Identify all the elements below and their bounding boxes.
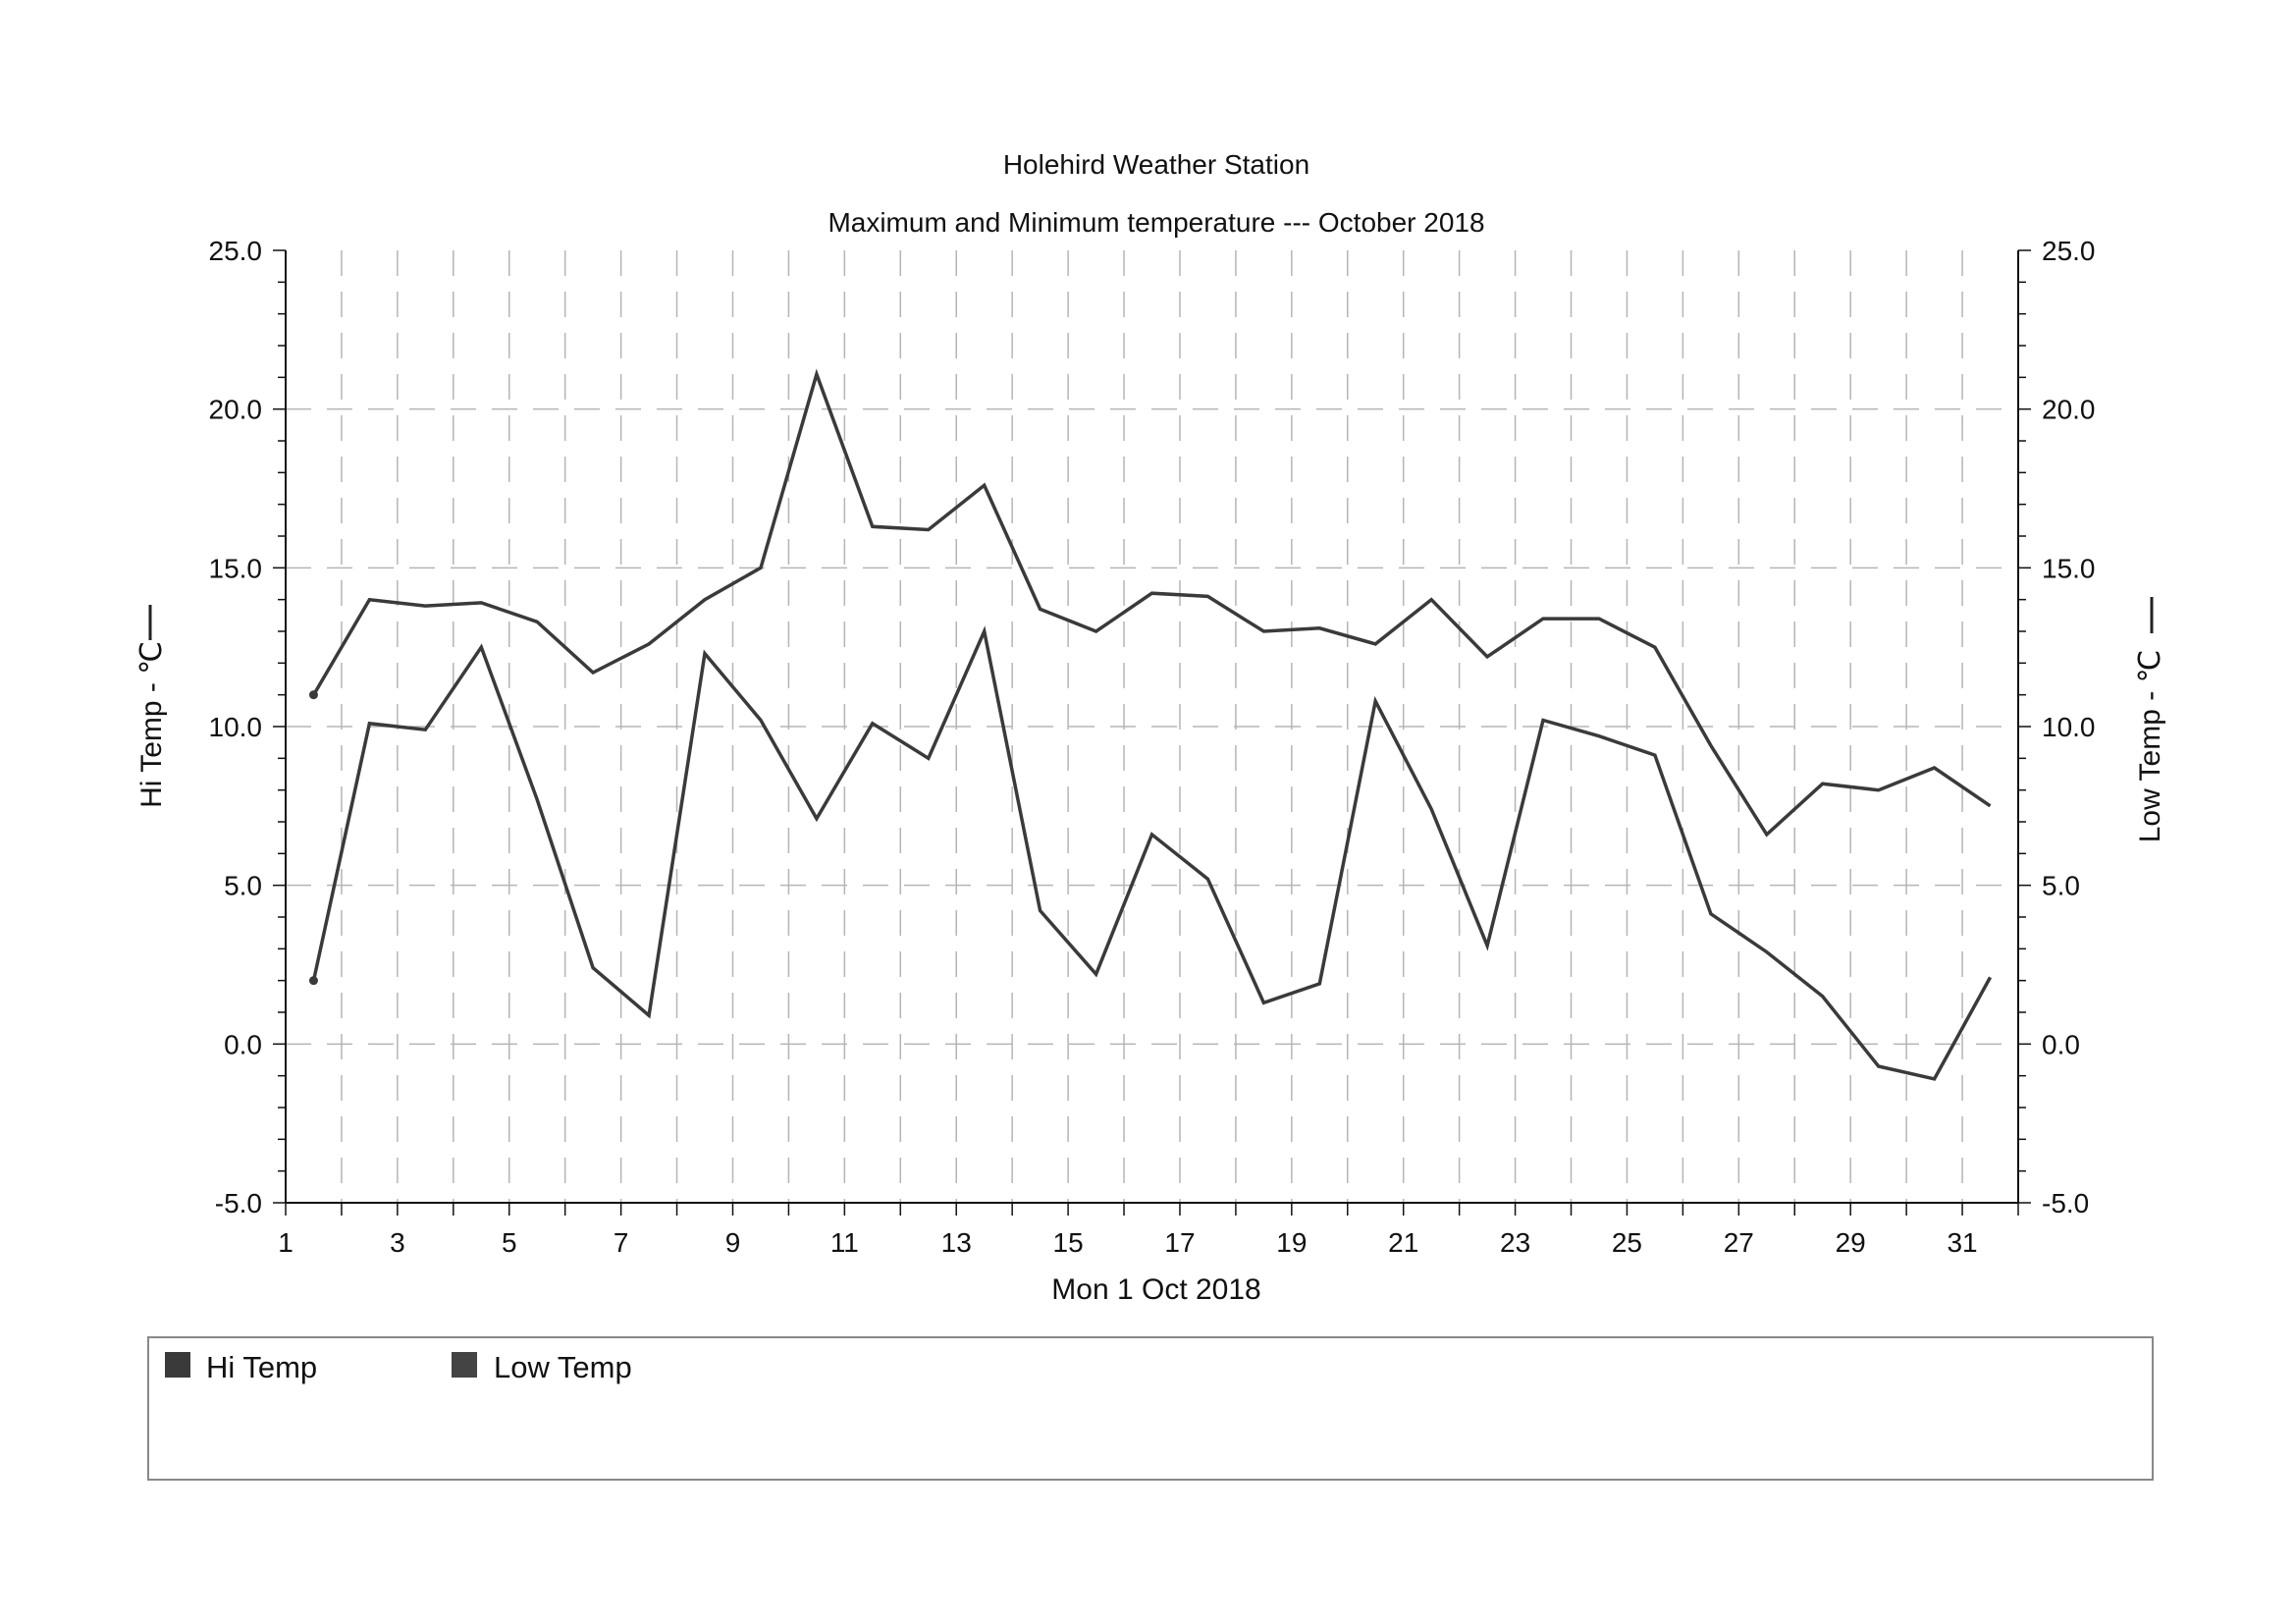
x-tick-label: 5 <box>502 1227 517 1258</box>
x-tick-label: 17 <box>1164 1227 1195 1258</box>
y-tick-label-left: 20.0 <box>209 395 263 425</box>
y-tick-label-left: 10.0 <box>209 712 263 742</box>
series-lines <box>308 368 1993 1081</box>
y-tick-label-right: 20.0 <box>2042 395 2096 425</box>
x-tick-label: 31 <box>1947 1227 1977 1258</box>
legend-label-low-temp: Low Temp <box>494 1350 632 1384</box>
chart-subtitle: Maximum and Minimum temperature --- Octo… <box>828 207 1484 238</box>
y-tick-label-right: -5.0 <box>2042 1188 2089 1218</box>
series-line-hi-temp <box>311 368 1992 838</box>
y-tick-label-right: 25.0 <box>2042 236 2096 266</box>
x-tick-label: 13 <box>941 1227 972 1258</box>
series-line-low-temp <box>311 625 1993 1081</box>
grid <box>286 250 2018 1203</box>
y-axis-left-title: Hi Temp - ℃ <box>135 641 168 808</box>
tick-labels: 25.0 25.020.0 20.015.0 15.010.0 10.05.0 5.00.… <box>209 236 2096 1258</box>
x-tick-label: 3 <box>390 1227 405 1258</box>
x-tick-label: 29 <box>1836 1227 1866 1258</box>
chart-title: Holehird Weather Station <box>1003 149 1309 180</box>
y-tick-label-left: 5.0 <box>224 871 262 901</box>
x-tick-label: 19 <box>1276 1227 1307 1258</box>
x-tick-label: 1 <box>278 1227 294 1258</box>
x-tick-label: 23 <box>1500 1227 1530 1258</box>
y-axis-right-title: Low Temp - ℃ <box>2134 650 2166 843</box>
x-tick-label: 27 <box>1724 1227 1754 1258</box>
x-tick-label: 15 <box>1053 1227 1084 1258</box>
series-start-marker-hi-temp <box>308 690 318 700</box>
x-tick-label: 25 <box>1612 1227 1642 1258</box>
y-axis-left-title-group: Hi Temp - ℃ <box>135 641 168 808</box>
series-start-marker-low-temp <box>308 976 318 986</box>
x-tick-label: 21 <box>1388 1227 1418 1258</box>
y-tick-label-left: 15.0 <box>209 553 263 583</box>
tick-marks <box>273 249 2031 1216</box>
x-tick-label: 9 <box>725 1227 741 1258</box>
y-tick-label-left: 0.0 <box>224 1029 262 1059</box>
legend-box <box>147 1336 2154 1481</box>
x-axis-title: Mon 1 Oct 2018 <box>1051 1273 1260 1306</box>
x-tick-label: 7 <box>614 1227 629 1258</box>
y-tick-label-left: 25.0 <box>209 236 263 266</box>
y-tick-label-right: 0.0 <box>2042 1029 2080 1059</box>
y-tick-label-left: -5.0 <box>215 1188 262 1218</box>
y-tick-label-right: 15.0 <box>2042 553 2096 583</box>
legend-swatch-low-temp <box>452 1352 477 1378</box>
y-tick-label-right: 5.0 <box>2042 871 2080 901</box>
legend-label-hi-temp: Hi Temp <box>206 1350 317 1384</box>
legend-swatch-hi-temp <box>165 1352 190 1378</box>
y-tick-label-right: 10.0 <box>2042 712 2096 742</box>
legend: Hi Temp Low Temp <box>147 1336 2154 1481</box>
y-axis-right-title-group: Low Temp - ℃ <box>2134 650 2166 843</box>
x-tick-label: 11 <box>830 1227 859 1258</box>
